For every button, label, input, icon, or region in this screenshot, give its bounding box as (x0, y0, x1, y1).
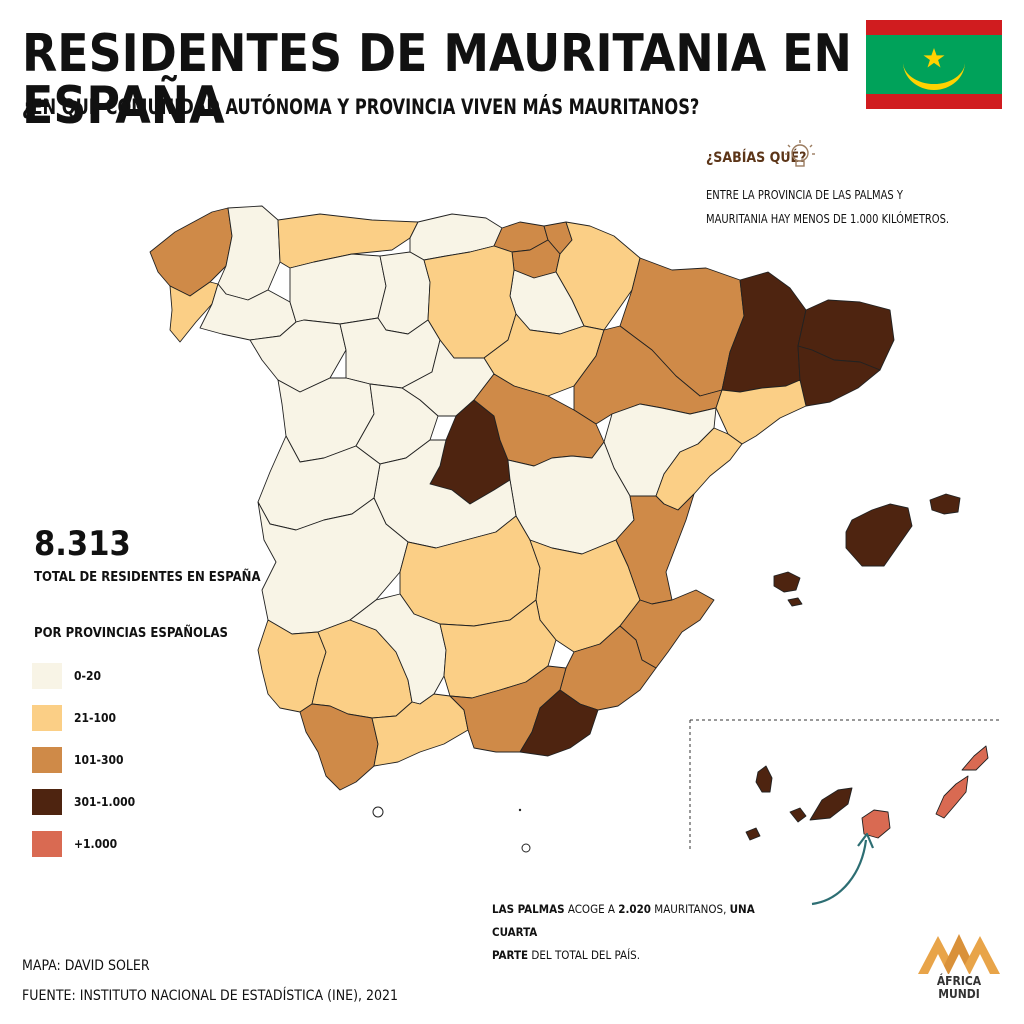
island-el-hierro (745, 827, 761, 841)
island-lanzarote (961, 745, 989, 771)
legend-label-1: 21-100 (74, 711, 117, 725)
island-mallorca (845, 503, 913, 567)
legend-item-3: 301-1.000 (32, 788, 135, 816)
did-you-know-title: ¿SABÍAS QUÉ? (706, 150, 807, 166)
note-province: LAS PALMAS (492, 902, 565, 916)
island-tenerife (809, 787, 853, 821)
island-la-palma (755, 765, 773, 793)
province-asturias (277, 213, 419, 269)
island-formentera (787, 597, 803, 607)
province-valencia (615, 493, 695, 605)
province-palencia (377, 251, 431, 335)
legend-swatch-2 (32, 747, 62, 773)
note-count: 2.020 (618, 902, 652, 916)
island-la-gomera (789, 807, 807, 823)
pointer-arrowhead (857, 832, 875, 849)
legend-label-2: 101-300 (74, 753, 124, 767)
island-melilla (521, 843, 531, 853)
island-gran-canaria (861, 809, 891, 839)
logo-line-2: MUNDI (938, 987, 980, 1001)
province-almeria (519, 689, 599, 757)
africa-mundi-logo (918, 934, 1000, 974)
legend-swatch-1 (32, 705, 62, 731)
legend-label-0: 0-20 (74, 669, 102, 683)
legend-swatch-4 (32, 831, 62, 857)
total-label: TOTAL DE RESIDENTES EN ESPAÑA (34, 570, 261, 585)
province-leon (289, 253, 387, 325)
note-text-1: ACOGE A (564, 902, 619, 916)
did-you-know-line-2: MAURITANIA HAY MENOS DE 1.000 KILÓMETROS… (706, 212, 950, 226)
note-text-2: MAURITANOS, (651, 902, 730, 916)
legend-item-2: 101-300 (32, 746, 124, 774)
legend-swatch-3 (32, 789, 62, 815)
did-you-know-line-1: ENTRE LA PROVINCIA DE LAS PALMAS Y (706, 188, 903, 202)
province-pontevedra (169, 281, 219, 343)
island-fuerteventura (935, 775, 969, 819)
legend-title: POR PROVINCIAS ESPAÑOLAS (34, 626, 228, 641)
note-highlight-2: PARTE (492, 948, 529, 962)
pointer-arrow (811, 839, 868, 906)
legend-label-3: 301-1.000 (74, 795, 136, 809)
source-credit: FUENTE: INSTITUTO NACIONAL DE ESTADÍSTIC… (22, 988, 399, 1004)
legend-item-0: 0-20 (32, 662, 101, 690)
logo-line-1: ÁFRICA (936, 974, 982, 988)
lightbulb-icon (785, 140, 815, 167)
note-text-3: DEL TOTAL DEL PAÍS. (528, 948, 640, 962)
island-menorca (929, 493, 961, 515)
legend-item-1: 21-100 (32, 704, 116, 732)
map-credit: MAPA: DAVID SOLER (22, 958, 150, 974)
province-cadiz (299, 703, 379, 791)
page-title: RESIDENTES DE MAURITANIA EN ESPAÑA (22, 24, 852, 136)
legend-label-4: +1.000 (74, 837, 118, 851)
province-tarragona (715, 379, 807, 445)
island-alboran (372, 806, 384, 818)
note-highlight-1: UNA CUARTA (492, 902, 755, 939)
legend-item-4: +1.000 (32, 830, 117, 858)
mauritania-flag (866, 20, 1002, 109)
province-badajoz (257, 497, 409, 635)
did-you-know-text: ENTRE LA PROVINCIA DE LAS PALMAS Y MAURI… (706, 183, 982, 231)
las-palmas-note: LAS PALMAS ACOGE A 2.020 MAURITANOS, UNA… (492, 898, 782, 967)
logo-text: ÁFRICA MUNDI (914, 975, 1004, 1001)
island-ibiza (773, 571, 801, 593)
page-subtitle: ¿EN QUÉ COMUNIDAD AUTÓNOMA Y PROVINCIA V… (22, 95, 700, 119)
island-small (518, 808, 522, 812)
canary-inset-frame (689, 719, 1000, 850)
legend-swatch-0 (32, 663, 62, 689)
total-value: 8.313 (34, 524, 131, 564)
